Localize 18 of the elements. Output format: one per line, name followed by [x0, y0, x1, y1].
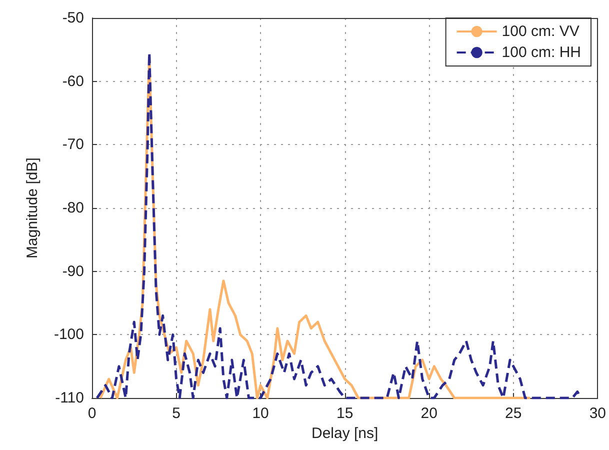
- x-tick-label: 0: [88, 405, 96, 422]
- x-tick-label: 10: [252, 405, 269, 422]
- y-axis-title: Magnitude [dB]: [24, 158, 41, 258]
- x-tick-label: 30: [589, 405, 606, 422]
- legend-label: 100 cm: VV: [502, 23, 580, 40]
- y-tick-label: -80: [62, 200, 84, 216]
- y-tick-label: -90: [62, 262, 84, 280]
- x-axis-title: Delay [ns]: [311, 424, 378, 442]
- y-tick-label: -60: [62, 72, 84, 90]
- x-tick-label: 5: [172, 405, 180, 422]
- y-tick-label: -50: [62, 10, 84, 26]
- y-tick-label: -110: [55, 390, 84, 406]
- x-tick-label: 20: [420, 405, 438, 422]
- x-tick-label: 15: [336, 405, 354, 422]
- y-tick-label: -100: [54, 326, 84, 344]
- y-tick-label: -70: [62, 136, 84, 154]
- x-tick-label: 25: [505, 405, 522, 422]
- legend-label: 100 cm: HH: [502, 44, 582, 61]
